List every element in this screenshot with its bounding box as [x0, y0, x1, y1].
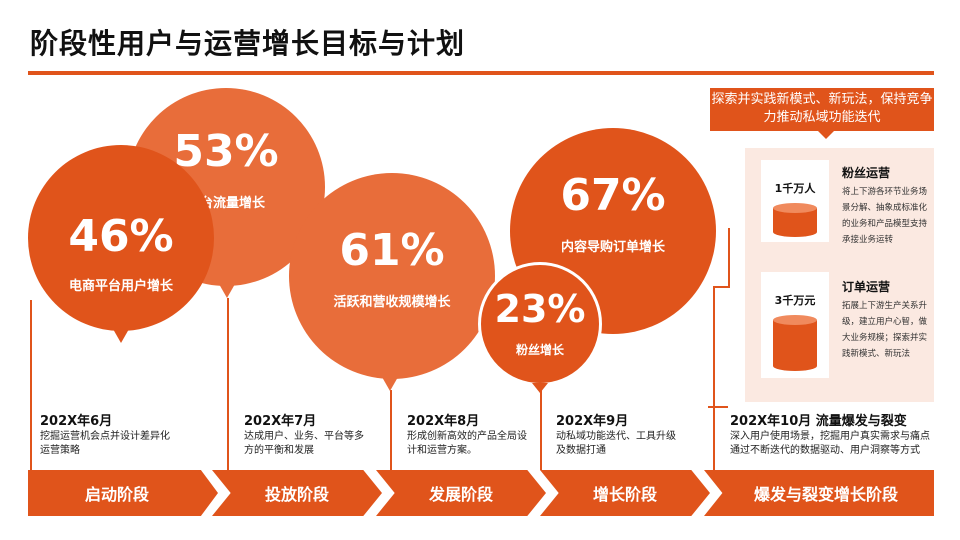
kpi-amount: 3千万元 — [774, 294, 816, 307]
connector-line-5b — [713, 286, 730, 288]
stage-description: 形成创新高效的产品全局设计和运营方案。 — [407, 431, 527, 456]
bubble-percent: 23% — [494, 287, 586, 331]
stage-chevron-launch: 投放阶段 — [212, 470, 382, 516]
cylinder-icon — [773, 203, 817, 237]
stage-description: 达成用户、业务、平台等多方的平衡和发展 — [244, 431, 364, 456]
bubble-tail — [113, 329, 129, 343]
stage-name: 投放阶段 — [264, 485, 329, 504]
connector-line-1 — [30, 300, 32, 470]
bubble-percent: 53% — [173, 126, 279, 177]
stage-description: 挖掘运营机会点并设计差异化运营策略 — [40, 431, 170, 456]
callout-tail — [818, 131, 834, 139]
connector-line-5c — [713, 286, 715, 470]
stage-chevron-start: 启动阶段 — [28, 470, 218, 516]
stage-chevron-develop: 发展阶段 — [376, 470, 546, 516]
cylinder-icon — [773, 315, 817, 371]
connector-line-5a — [728, 228, 730, 288]
bubble-percent: 67% — [560, 170, 666, 221]
connector-line-5d — [708, 406, 728, 408]
bubble-percent: 46% — [68, 211, 174, 262]
connector-line-3 — [390, 390, 392, 470]
bubble-active-revenue: 61% 活跃和营收规模增长 — [289, 173, 495, 379]
kpi-description: 将上下游各环节业务场景分解、抽象成标准化的业务和产品模型支持承接业务运转 — [842, 187, 928, 245]
stage-name: 发展阶段 — [428, 485, 493, 504]
stage-date: 202X年6月 — [40, 414, 113, 429]
bubble-ecommerce-users: 46% 电商平台用户增长 — [28, 145, 214, 331]
page-title: 阶段性用户与运营增长目标与计划 — [30, 27, 466, 60]
kpi-amount: 1千万人 — [774, 182, 816, 195]
bubble-label: 粉丝增长 — [515, 343, 564, 357]
stage-name: 启动阶段 — [84, 485, 149, 504]
stage-date: 202X年10月 流量爆发与裂变 — [730, 414, 907, 429]
bubble-tail — [532, 383, 548, 393]
stage-name: 增长阶段 — [592, 485, 657, 504]
bubble-tail — [382, 377, 398, 391]
bubble-label: 电商平台用户增长 — [68, 279, 173, 294]
title-divider — [28, 71, 934, 75]
connector-line-2 — [227, 298, 229, 470]
kpi-title: 订单运营 — [842, 280, 891, 294]
stage-name: 爆发与裂变增长阶段 — [753, 485, 898, 504]
stage-date: 202X年7月 — [244, 414, 317, 429]
kpi-card-orders: 3千万元 — [761, 272, 829, 378]
kpi-description: 拓展上下游生产关系升级，建立用户心智，做大业务规模；探索并实践新模式、新玩法 — [842, 301, 928, 359]
bubble-fans: 23% 粉丝增长 — [478, 262, 602, 386]
bubble-label: 活跃和营收规模增长 — [333, 295, 451, 310]
stage-chevron-growth: 增长阶段 — [540, 470, 710, 516]
stage-description: 动私域功能迭代、工具升级及数据打通 — [556, 431, 676, 456]
stage-chevron-explosion: 爆发与裂变增长阶段 — [704, 470, 934, 516]
kpi-card-fans: 1千万人 — [761, 160, 829, 242]
stage-date: 202X年8月 — [407, 414, 480, 429]
bubble-label: 内容导购订单增长 — [560, 240, 665, 255]
strategy-callout: 探索并实践新模式、新玩法，保持竞争力推动私域功能迭代 — [710, 88, 934, 131]
stage-date: 202X年9月 — [556, 414, 629, 429]
kpi-title: 粉丝运营 — [842, 166, 891, 180]
bubble-percent: 61% — [339, 225, 445, 276]
connector-line-4 — [540, 372, 542, 470]
bubble-tail — [219, 284, 235, 298]
stage-description: 深入用户使用场景，挖掘用户真实需求与痛点通过不断迭代的数据驱动、用户洞察等方式 — [730, 431, 930, 456]
kpi-panel: 1千万人 粉丝运营 将上下游各环节业务场景分解、抽象成标准化的业务和产品模型支持… — [745, 148, 934, 402]
